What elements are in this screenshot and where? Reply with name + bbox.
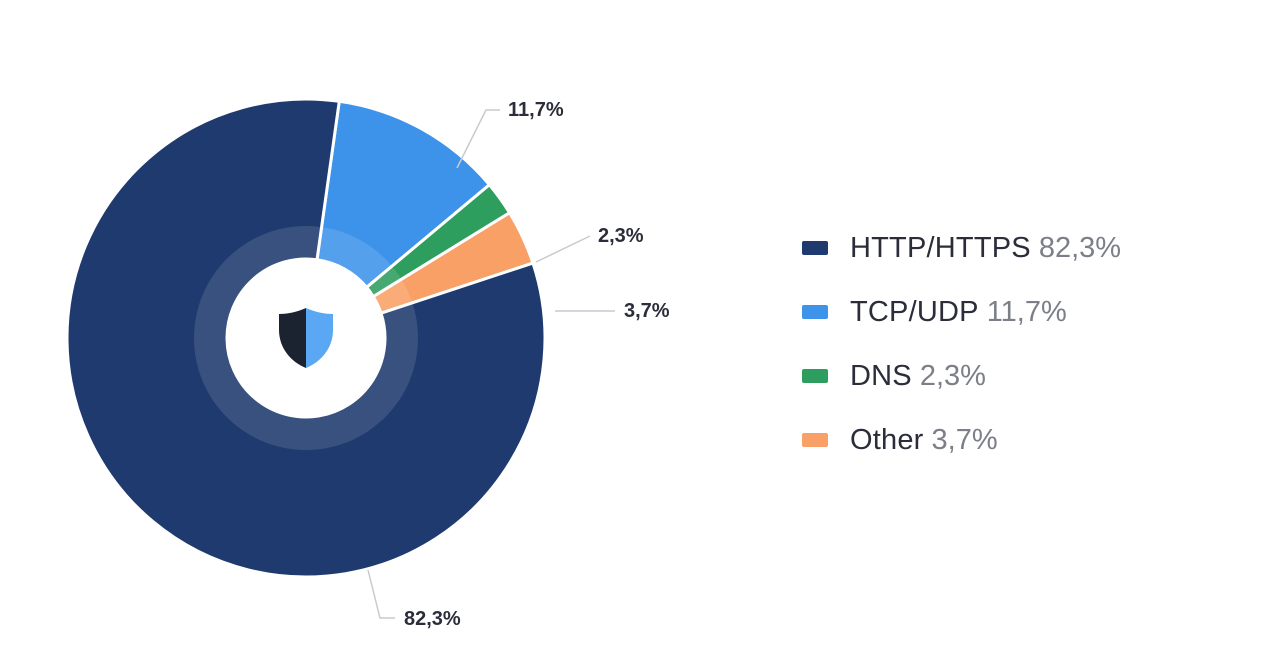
legend: HTTP/HTTPS 82,3% TCP/UDP 11,7% DNS 2,3% … — [802, 216, 1121, 472]
slices-group — [65, 97, 547, 579]
data-label-other: 3,7% — [624, 300, 670, 322]
legend-swatch — [802, 369, 828, 383]
legend-percent: 2,3% — [919, 359, 986, 392]
legend-label: TCP/UDP — [850, 295, 979, 328]
legend-label: DNS — [850, 359, 912, 392]
legend-item-dns: DNS 2,3% — [802, 344, 1121, 408]
legend-percent: 3,7% — [931, 423, 998, 456]
leader-lines-group — [367, 109, 615, 619]
legend-percent: 11,7% — [986, 295, 1067, 328]
legend-swatch — [802, 305, 828, 319]
shield-icon — [279, 308, 333, 368]
legend-label: HTTP/HTTPS — [850, 231, 1031, 264]
data-label-http-https: 82,3% — [404, 608, 461, 630]
data-label-dns: 2,3% — [598, 225, 644, 247]
legend-percent: 82,3% — [1038, 231, 1122, 264]
legend-item-other: Other 3,7% — [802, 408, 1121, 472]
legend-swatch — [802, 241, 828, 255]
donut-chart: 82,3% 11,7% 2,3% 3,7% — [65, 97, 670, 630]
data-label-tcp-udp: 11,7% — [508, 99, 564, 121]
leader-line-dns — [535, 235, 591, 263]
leader-line-tcp-udp — [456, 109, 500, 169]
data-labels-group: 82,3% 11,7% 2,3% 3,7% — [404, 99, 670, 630]
legend-item-tcp: TCP/UDP 11,7% — [802, 280, 1121, 344]
legend-item-http: HTTP/HTTPS 82,3% — [802, 216, 1121, 280]
legend-swatch — [802, 433, 828, 447]
legend-label: Other — [850, 423, 924, 456]
leader-line-http-https — [367, 569, 395, 619]
